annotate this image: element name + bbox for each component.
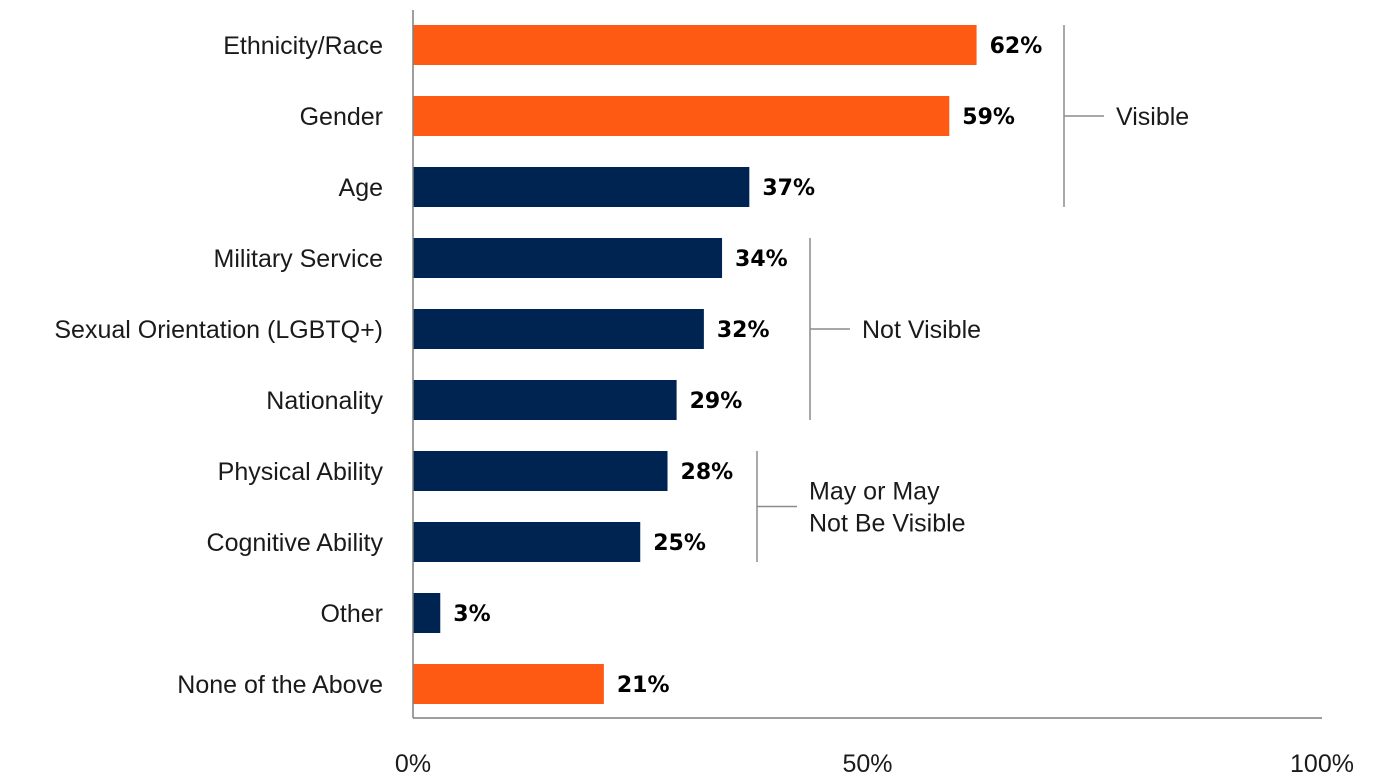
bar <box>413 96 950 136</box>
group-label: May or May <box>809 478 940 506</box>
value-label: 21% <box>617 673 670 698</box>
category-label: Other <box>320 600 383 628</box>
group-label: Visible <box>1116 103 1189 131</box>
bar <box>413 25 977 65</box>
value-label: 25% <box>653 531 706 556</box>
value-label: 3% <box>453 602 490 627</box>
category-label: None of the Above <box>177 671 383 699</box>
value-label: 62% <box>990 34 1043 59</box>
category-label: Physical Ability <box>218 458 384 486</box>
bar <box>413 451 668 491</box>
value-label: 32% <box>717 318 770 343</box>
axis-layer: 0% 50% 100% <box>395 10 1354 776</box>
x-tick-label: 0% <box>395 750 431 776</box>
bars-layer <box>413 25 977 704</box>
bar <box>413 593 441 633</box>
bar <box>413 167 750 207</box>
x-tick-label: 100% <box>1290 750 1354 776</box>
value-label: 59% <box>962 105 1015 130</box>
group-brackets-layer: Visible Not Visible May or May Not Be Visib… <box>756 25 1189 562</box>
value-label: 34% <box>735 247 788 272</box>
value-label: 28% <box>681 460 734 485</box>
labels-layer: Ethnicity/Race 62% Gender 59% Age 37% Military… <box>54 32 1042 699</box>
group-label: Not Visible <box>862 316 981 344</box>
category-label: Age <box>339 174 383 202</box>
x-tick-label: 50% <box>842 750 892 776</box>
bar <box>413 664 604 704</box>
bar <box>413 238 723 278</box>
bar <box>413 522 641 562</box>
category-label: Cognitive Ability <box>207 529 384 557</box>
category-label: Gender <box>300 103 383 131</box>
category-label: Nationality <box>266 387 383 415</box>
category-label: Sexual Orientation (LGBTQ+) <box>54 316 383 344</box>
category-label: Military Service <box>214 245 383 273</box>
bar <box>413 380 677 420</box>
value-label: 37% <box>762 176 815 201</box>
value-label: 29% <box>690 389 743 414</box>
category-label: Ethnicity/Race <box>223 32 383 60</box>
bar <box>413 309 704 349</box>
group-label: Not Be Visible <box>809 510 966 538</box>
